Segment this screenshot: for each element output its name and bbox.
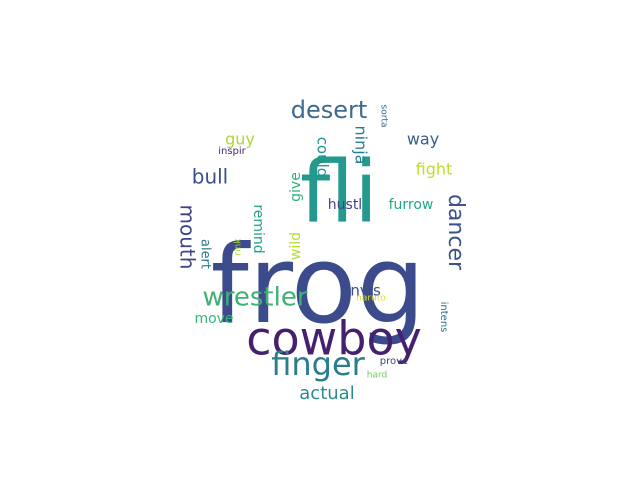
word-wild: wild xyxy=(288,232,304,260)
word-wrestler: wrestler xyxy=(202,283,307,313)
word-hard: hard xyxy=(367,371,387,381)
word-intens: intens xyxy=(438,302,449,333)
word-finger: finger xyxy=(271,345,365,383)
word-could: could xyxy=(314,137,332,178)
word-cowboy: cowboy xyxy=(246,312,422,366)
word-way: way xyxy=(407,130,439,149)
word-prove: prove xyxy=(380,356,408,367)
word-rink: rink xyxy=(234,238,244,256)
word-frog: frog xyxy=(211,223,426,348)
word-remind: remind xyxy=(250,204,266,253)
word-move: move xyxy=(194,311,233,327)
word-inspir: inspir xyxy=(218,146,246,157)
word-bull: bull xyxy=(192,165,228,189)
word-naruto: naruto xyxy=(356,294,386,304)
word-dancer: dancer xyxy=(443,194,468,271)
word-hustl: hustl xyxy=(328,197,362,213)
word-actual: actual xyxy=(299,383,354,404)
word-fli: fli xyxy=(300,142,378,242)
word-envis: envis xyxy=(341,282,381,300)
word-give: give xyxy=(288,172,304,202)
word-sorta: sorta xyxy=(379,105,389,128)
word-fight: fight xyxy=(416,160,453,179)
word-desert: desert xyxy=(291,96,368,124)
word-furrow: furrow xyxy=(389,197,434,213)
word-alert: alert xyxy=(198,239,213,269)
word-ninja: ninja xyxy=(352,126,371,165)
word-mouth: mouth xyxy=(176,205,200,270)
word-guy: guy xyxy=(225,130,255,149)
